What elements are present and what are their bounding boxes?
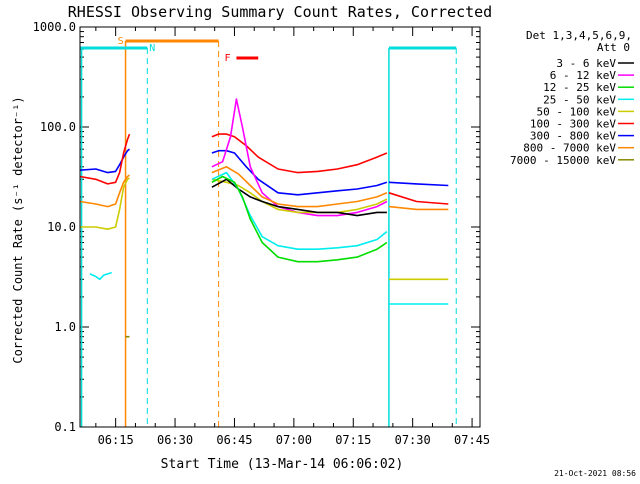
y-tick-label: 1.0 [54,320,76,334]
plot-frame [79,26,481,428]
saa-label: S [118,36,124,47]
x-tick-label: 07:00 [276,433,312,447]
legend-label: 300 - 800 keV [530,130,616,143]
series-line [79,133,449,205]
legend-label: 50 - 100 keV [537,105,617,118]
series-line [211,175,388,263]
y-tick-labels: 1000.0 100.0 10.0 1.0 0.1 [33,20,76,434]
legend-label: 12 - 25 keV [543,81,616,94]
night-label: N [149,43,155,54]
legend-header-line-1: Det 1,3,4,5,6,9, [526,29,632,42]
x-tick-label: 06:15 [98,433,134,447]
date-stamp: 21-Oct-2021 08:56 [554,469,636,478]
legend-label: 800 - 7000 keV [523,142,616,155]
series-line [79,166,449,211]
x-tick-label: 07:15 [335,433,371,447]
x-tick-label: 07:30 [395,433,431,447]
chart-title: RHESSI Observing Summary Count Rates, Co… [68,3,492,21]
legend-label: 3 - 6 keV [556,57,616,70]
legend-label: 6 - 12 keV [550,69,617,82]
y-tick-label: 100.0 [40,120,76,134]
legend-label: 100 - 300 keV [530,118,616,131]
legend-header-line-2: Att 0 [597,41,630,54]
x-tick-label: 07:45 [454,433,490,447]
x-tick-labels: 06:15 06:30 06:45 07:00 07:15 07:30 07:45 [98,433,491,447]
observing-intervals: S N F [80,36,457,427]
y-tick-label: 0.1 [54,420,76,434]
x-tick-label: 06:45 [216,433,252,447]
y-tick-label: 1000.0 [33,20,76,34]
x-axis-label: Start Time (13-Mar-14 06:06:02) [161,457,404,472]
y-tick-label: 10.0 [47,220,76,234]
series-lines [79,98,449,338]
flare-label: F [225,53,231,64]
x-tick-label: 06:30 [157,433,193,447]
y-axis-label: Corrected Count Rate (s⁻¹ detector⁻¹) [11,96,25,363]
legend-label: 25 - 50 keV [543,93,616,106]
legend-label: 7000 - 15000 keV [510,154,616,167]
